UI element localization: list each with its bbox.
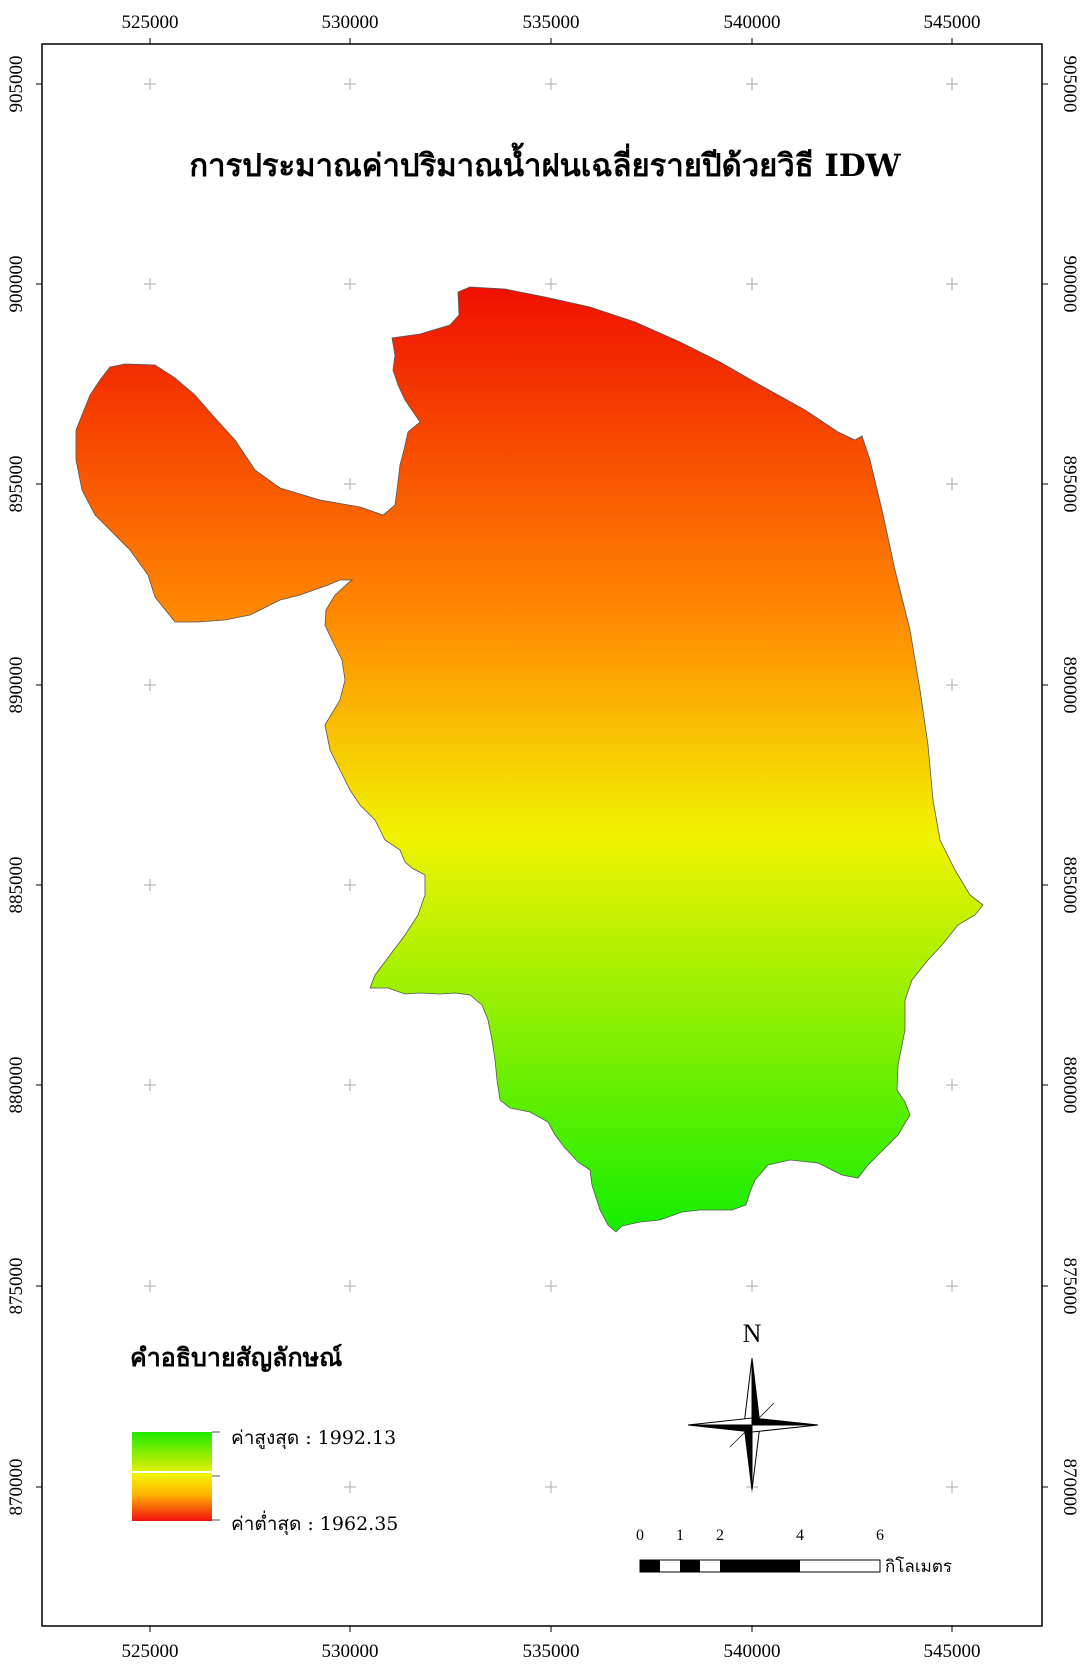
y-tick-label-left: 885000 bbox=[6, 857, 27, 914]
y-tick-label-left: 895000 bbox=[6, 456, 27, 513]
x-tick-label-bottom: 525000 bbox=[122, 1641, 179, 1662]
y-tick-label-right: 900000 bbox=[1059, 256, 1080, 313]
y-tick-label-left: 900000 bbox=[6, 256, 27, 313]
y-tick-label-right: 885000 bbox=[1059, 857, 1080, 914]
x-tick-label-bottom: 540000 bbox=[724, 1641, 781, 1662]
legend-low-label: ค่าต่ำสุด : 1962.35 bbox=[231, 1510, 398, 1536]
x-tick-label-top: 545000 bbox=[924, 12, 981, 33]
scale-label-0: 0 bbox=[636, 1527, 644, 1544]
y-tick-label-left: 905000 bbox=[6, 56, 27, 113]
x-tick-label-bottom: 535000 bbox=[523, 1641, 580, 1662]
legend-high-label: ค่าสูงสุด : 1992.13 bbox=[231, 1427, 396, 1450]
scale-unit-label: กิโลเมตร bbox=[885, 1556, 952, 1577]
x-tick-label-bottom: 530000 bbox=[322, 1641, 379, 1662]
scale-label-1: 1 bbox=[676, 1527, 684, 1544]
scale-label-2: 2 bbox=[716, 1527, 724, 1544]
scale-label-4: 4 bbox=[796, 1527, 804, 1544]
x-tick-label-top: 525000 bbox=[122, 12, 179, 33]
legend-color-ramp bbox=[132, 1432, 212, 1521]
y-tick-label-right: 870000 bbox=[1059, 1459, 1080, 1516]
north-arrow-icon: N bbox=[687, 1319, 819, 1491]
legend-title: คำอธิบายสัญลักษณ์ bbox=[130, 1343, 342, 1372]
scale-bar: 0 1 2 4 6 กิโลเมตร bbox=[636, 1527, 952, 1577]
y-tick-label-right: 905000 bbox=[1059, 56, 1080, 113]
y-tick-label-right: 880000 bbox=[1059, 1057, 1080, 1114]
x-tick-label-top: 530000 bbox=[322, 12, 379, 33]
y-tick-label-left: 870000 bbox=[6, 1459, 27, 1516]
rainfall-surface-polygon bbox=[75, 286, 984, 1233]
y-tick-label-left: 875000 bbox=[6, 1258, 27, 1315]
scale-label-6: 6 bbox=[876, 1527, 884, 1544]
x-tick-label-top: 540000 bbox=[724, 12, 781, 33]
y-tick-label-left: 890000 bbox=[6, 657, 27, 714]
coordinate-ticks: 525000 525000 530000 530000 535000 535000 5400… bbox=[6, 12, 1080, 1662]
y-tick-label-right: 890000 bbox=[1059, 657, 1080, 714]
y-tick-label-right: 895000 bbox=[1059, 456, 1080, 513]
north-label: N bbox=[743, 1319, 762, 1348]
x-tick-label-top: 535000 bbox=[523, 12, 580, 33]
map-title: การประมาณค่าปริมาณน้ำฝนเฉลี่ยรายปีด้วยวิ… bbox=[189, 142, 901, 184]
x-tick-label-bottom: 545000 bbox=[924, 1641, 981, 1662]
y-tick-label-left: 880000 bbox=[6, 1057, 27, 1114]
y-tick-label-right: 875000 bbox=[1059, 1258, 1080, 1315]
